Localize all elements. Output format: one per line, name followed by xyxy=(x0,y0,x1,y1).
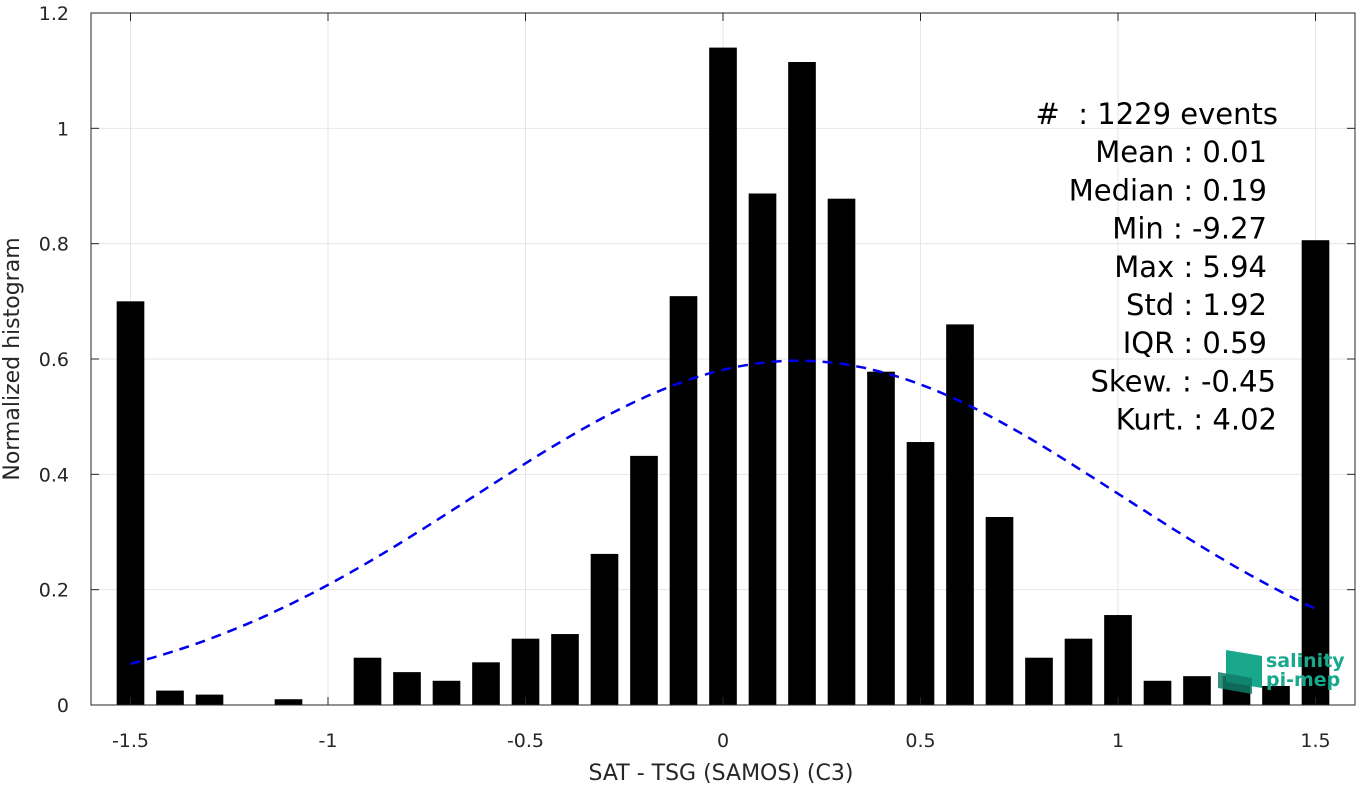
histogram-bar xyxy=(551,634,579,705)
x-tick-label: -0.5 xyxy=(507,730,544,752)
histogram-bar xyxy=(946,324,974,705)
histogram-bar xyxy=(748,193,777,705)
x-tick-label: -1 xyxy=(319,730,338,752)
x-tick-label: -1.5 xyxy=(112,730,149,752)
gaussian-fit-curve xyxy=(130,359,1317,666)
salinity-pi-mep-logo: salinity pi-mep xyxy=(1218,650,1345,694)
stat-line: Kurt. : 4.02 xyxy=(1116,403,1277,437)
histogram-bar xyxy=(906,442,935,705)
stat-line: Min : -9.27 xyxy=(1112,212,1267,246)
stat-line: Median : 0.19 xyxy=(1069,173,1267,207)
y-tick-label: 0.4 xyxy=(39,464,69,486)
x-tick-label: 1.5 xyxy=(1300,730,1330,752)
stat-line: IQR : 0.59 xyxy=(1123,326,1267,360)
y-axis-label: Normalized histogram xyxy=(0,237,25,480)
histogram-bar xyxy=(511,638,540,705)
x-tick-label: 1 xyxy=(1112,730,1124,752)
stat-line: # : 1229 events xyxy=(1036,97,1278,131)
histogram-bar xyxy=(1262,685,1290,705)
histogram-bar xyxy=(116,301,145,705)
logo-text-line2: pi-mep xyxy=(1266,669,1340,691)
histogram-bar xyxy=(274,699,303,705)
histogram-bar xyxy=(1025,657,1053,705)
stat-line: Mean : 0.01 xyxy=(1095,135,1267,169)
stats-box: # : 1229 events Mean : 0.01 Median : 0.19 M… xyxy=(1036,97,1278,437)
histogram-bar xyxy=(827,198,856,706)
histogram-bar xyxy=(709,47,737,706)
x-tick-label: 0 xyxy=(717,730,729,752)
x-tick-label: 0.5 xyxy=(905,730,935,752)
histogram-bar xyxy=(590,553,619,705)
y-tick-label: 0.8 xyxy=(39,234,69,256)
histogram-bar xyxy=(669,296,698,705)
histogram-bar xyxy=(156,690,184,705)
y-tick-label: 0 xyxy=(57,695,69,717)
stat-line: Max : 5.94 xyxy=(1114,250,1267,284)
histogram-bar xyxy=(393,672,421,705)
histogram-bar xyxy=(1143,680,1172,705)
histogram-bar xyxy=(1183,676,1211,705)
y-tick-label: 1 xyxy=(57,118,69,140)
stat-line: Skew. : -0.45 xyxy=(1090,364,1276,398)
histogram-bar xyxy=(867,371,895,705)
histogram-bar xyxy=(353,657,382,705)
x-axis-label: SAT - TSG (SAMOS) (C3) xyxy=(589,761,854,785)
y-tick-label: 1.2 xyxy=(39,3,69,25)
y-tick-label: 0.6 xyxy=(39,349,69,371)
histogram-bar xyxy=(788,62,816,706)
histogram-bar xyxy=(1104,615,1132,705)
histogram-bar xyxy=(432,680,461,705)
logo-icon-shade xyxy=(1218,672,1252,694)
histogram-bar xyxy=(472,662,500,705)
stat-line: Std : 1.92 xyxy=(1126,288,1267,322)
x-axis-ticks: -1.5 -1 -0.5 0 0.5 1 1.5 xyxy=(112,13,1331,752)
histogram-bar xyxy=(985,517,1014,705)
histogram-bar xyxy=(1064,638,1093,705)
y-axis-ticks: 0 0.2 0.4 0.6 0.8 1 1.2 xyxy=(39,3,1355,717)
histogram-bar xyxy=(1301,240,1330,705)
histogram-bar xyxy=(195,694,224,705)
bars xyxy=(116,47,1330,706)
histogram-bar xyxy=(630,455,658,705)
logo-text-line1: salinity xyxy=(1266,650,1345,672)
y-tick-label: 0.2 xyxy=(39,580,69,602)
